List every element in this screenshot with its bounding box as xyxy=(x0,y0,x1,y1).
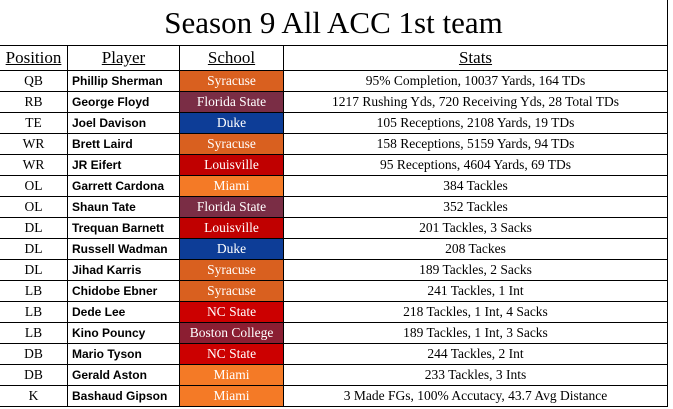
player-cell: Shaun Tate xyxy=(68,197,180,218)
stats-cell: 241 Tackles, 1 Int xyxy=(284,281,668,302)
player-cell: Brett Laird xyxy=(68,134,180,155)
player-cell: Gerald Aston xyxy=(68,365,180,386)
position-cell: DB xyxy=(0,365,68,386)
school-cell: NC State xyxy=(180,344,284,365)
position-cell: OL xyxy=(0,176,68,197)
stats-cell: 95% Completion, 10037 Yards, 164 TDs xyxy=(284,71,668,92)
table-title: Season 9 All ACC 1st team xyxy=(0,0,668,46)
school-cell: Syracuse xyxy=(180,260,284,281)
player-cell: JR Eifert xyxy=(68,155,180,176)
position-cell: WR xyxy=(0,134,68,155)
school-cell: Louisville xyxy=(180,155,284,176)
stats-cell: 208 Tackes xyxy=(284,239,668,260)
school-cell: Miami xyxy=(180,386,284,407)
stats-cell: 189 Tackles, 1 Int, 3 Sacks xyxy=(284,323,668,344)
player-cell: Kino Pouncy xyxy=(68,323,180,344)
player-cell: Phillip Sherman xyxy=(68,71,180,92)
position-cell: DL xyxy=(0,260,68,281)
position-cell: OL xyxy=(0,197,68,218)
school-cell: Duke xyxy=(180,113,284,134)
player-cell: Chidobe Ebner xyxy=(68,281,180,302)
stats-cell: 352 Tackles xyxy=(284,197,668,218)
player-cell: Trequan Barnett xyxy=(68,218,180,239)
player-cell: Bashaud Gipson xyxy=(68,386,180,407)
player-cell: George Floyd xyxy=(68,92,180,113)
column-header: Player xyxy=(68,46,180,71)
stats-cell: 201 Tackles, 3 Sacks xyxy=(284,218,668,239)
player-cell: Garrett Cardona xyxy=(68,176,180,197)
school-cell: Syracuse xyxy=(180,71,284,92)
position-cell: WR xyxy=(0,155,68,176)
stats-cell: 233 Tackles, 3 Ints xyxy=(284,365,668,386)
stats-cell: 95 Receptions, 4604 Yards, 69 TDs xyxy=(284,155,668,176)
stats-cell: 244 Tackles, 2 Int xyxy=(284,344,668,365)
column-header: Position xyxy=(0,46,68,71)
player-cell: Jihad Karris xyxy=(68,260,180,281)
school-cell: Syracuse xyxy=(180,134,284,155)
school-cell: Miami xyxy=(180,365,284,386)
school-cell: Florida State xyxy=(180,197,284,218)
school-cell: Florida State xyxy=(180,92,284,113)
stats-cell: 189 Tackles, 2 Sacks xyxy=(284,260,668,281)
column-header: Stats xyxy=(284,46,668,71)
player-cell: Russell Wadman xyxy=(68,239,180,260)
school-cell: NC State xyxy=(180,302,284,323)
school-cell: Duke xyxy=(180,239,284,260)
player-cell: Mario Tyson xyxy=(68,344,180,365)
position-cell: LB xyxy=(0,323,68,344)
position-cell: QB xyxy=(0,71,68,92)
school-cell: Syracuse xyxy=(180,281,284,302)
stats-cell: 105 Receptions, 2108 Yards, 19 TDs xyxy=(284,113,668,134)
stats-cell: 1217 Rushing Yds, 720 Receiving Yds, 28 … xyxy=(284,92,668,113)
player-cell: Joel Davison xyxy=(68,113,180,134)
position-cell: K xyxy=(0,386,68,407)
position-cell: DL xyxy=(0,218,68,239)
stats-cell: 218 Tackles, 1 Int, 4 Sacks xyxy=(284,302,668,323)
school-cell: Miami xyxy=(180,176,284,197)
stats-cell: 3 Made FGs, 100% Accutacy, 43.7 Avg Dist… xyxy=(284,386,668,407)
column-header: School xyxy=(180,46,284,71)
school-cell: Boston College xyxy=(180,323,284,344)
position-cell: LB xyxy=(0,281,68,302)
position-cell: DB xyxy=(0,344,68,365)
stats-cell: 158 Receptions, 5159 Yards, 94 TDs xyxy=(284,134,668,155)
position-cell: TE xyxy=(0,113,68,134)
school-cell: Louisville xyxy=(180,218,284,239)
position-cell: DL xyxy=(0,239,68,260)
stats-cell: 384 Tackles xyxy=(284,176,668,197)
player-cell: Dede Lee xyxy=(68,302,180,323)
position-cell: RB xyxy=(0,92,68,113)
position-cell: LB xyxy=(0,302,68,323)
